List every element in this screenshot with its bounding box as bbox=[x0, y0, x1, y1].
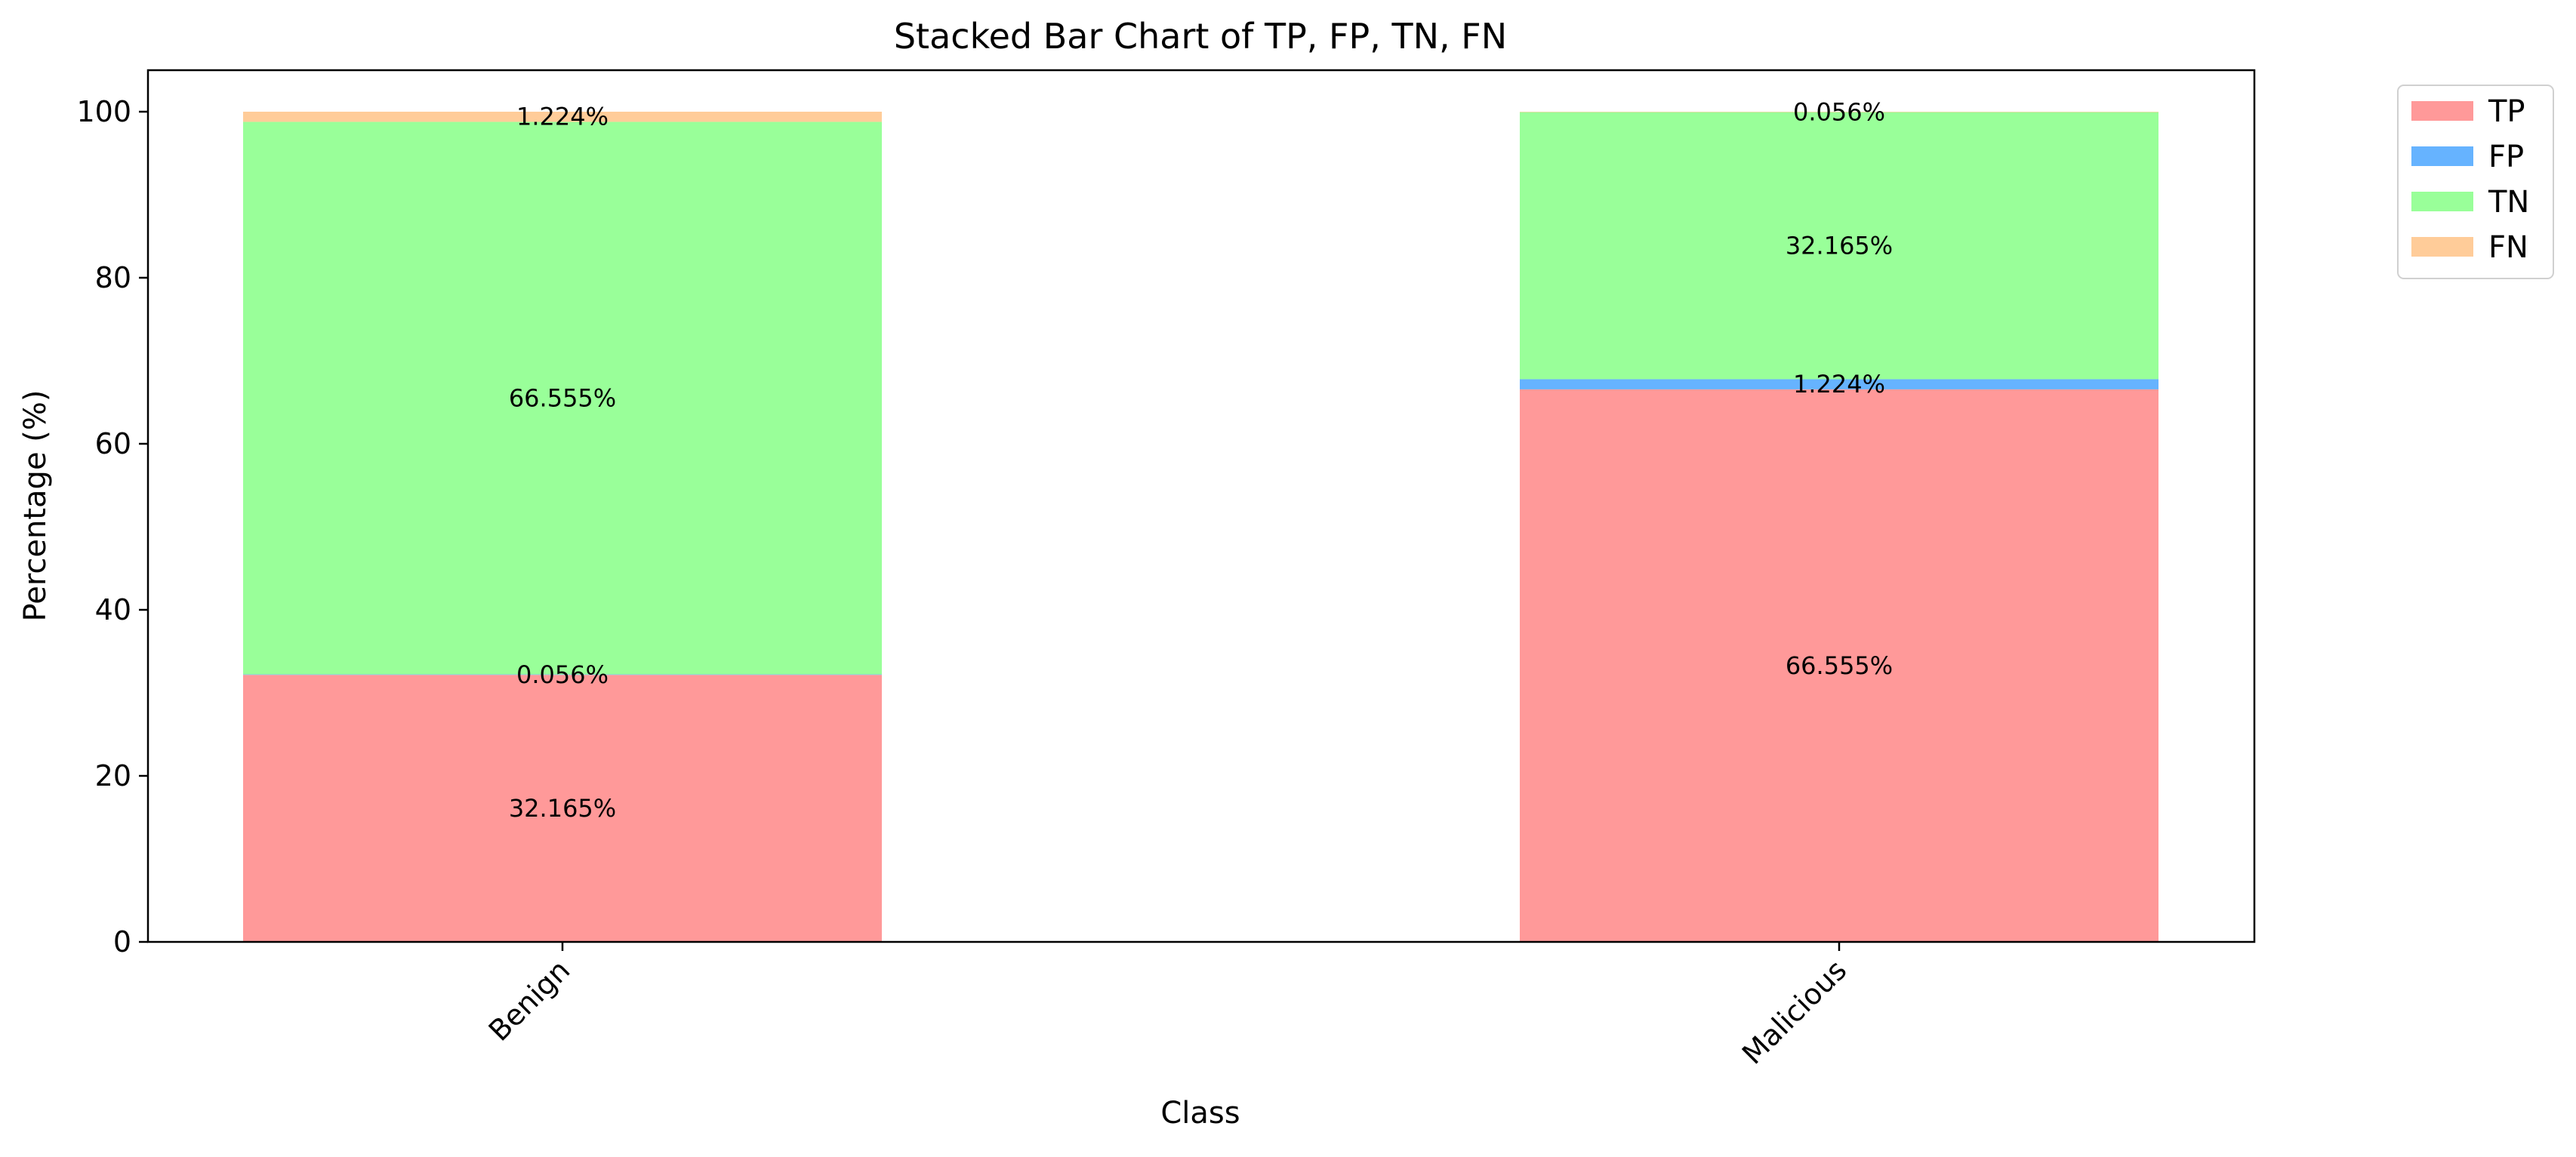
bars-layer bbox=[243, 112, 2158, 942]
data-labels-layer: 32.165% 0.056% 66.555% 1.224% 66.555% 1.224% 3… bbox=[509, 97, 1893, 823]
legend-label-fn: FN bbox=[2488, 230, 2528, 265]
legend-swatch-fp bbox=[2411, 146, 2473, 166]
legend-label-fp: FP bbox=[2488, 140, 2524, 174]
bar-segment-fp-malicious bbox=[1520, 379, 2158, 389]
legend-swatch-tn bbox=[2411, 192, 2473, 211]
bar-segment-tp-malicious bbox=[1520, 389, 2158, 942]
y-tick-label: 20 bbox=[95, 759, 131, 792]
legend-label-tp: TP bbox=[2488, 94, 2525, 129]
y-axis-label: Percentage (%) bbox=[18, 390, 53, 622]
data-label-tn-benign: 66.555% bbox=[509, 384, 616, 413]
data-label-tp-benign: 32.165% bbox=[509, 794, 616, 823]
data-label-fn-benign: 1.224% bbox=[516, 103, 609, 131]
legend-box bbox=[2397, 85, 2554, 279]
y-tick-label: 100 bbox=[76, 95, 131, 128]
x-axis-label: Class bbox=[1160, 1096, 1240, 1131]
data-label-fp-malicious: 1.224% bbox=[1793, 370, 1885, 398]
legend: TP FP TN FN bbox=[2397, 85, 2554, 279]
y-tick-label: 40 bbox=[95, 593, 131, 626]
bar-segment-tn-benign bbox=[243, 122, 882, 675]
data-label-fn-malicious: 0.056% bbox=[1793, 97, 1885, 126]
legend-label-tn: TN bbox=[2488, 185, 2529, 220]
bar-segment-tp-benign bbox=[243, 675, 882, 942]
plot-frame bbox=[146, 69, 2256, 943]
data-label-fp-benign: 0.056% bbox=[516, 660, 609, 689]
legend-swatch-tp bbox=[2411, 101, 2473, 121]
chart-title: Stacked Bar Chart of TP, FP, TN, FN bbox=[894, 16, 1507, 57]
legend-swatch-fn bbox=[2411, 237, 2473, 257]
y-tick-label: 0 bbox=[113, 925, 131, 959]
bar-segment-tn-malicious bbox=[1520, 112, 2158, 380]
y-tick-label: 60 bbox=[95, 427, 131, 460]
y-tick-label: 80 bbox=[95, 261, 131, 294]
data-label-tp-malicious: 66.555% bbox=[1786, 651, 1893, 680]
data-label-tn-malicious: 32.165% bbox=[1786, 232, 1893, 260]
y-axis: 0 20 40 60 80 100 bbox=[76, 95, 148, 959]
bar-segment-fn-benign bbox=[243, 112, 882, 122]
